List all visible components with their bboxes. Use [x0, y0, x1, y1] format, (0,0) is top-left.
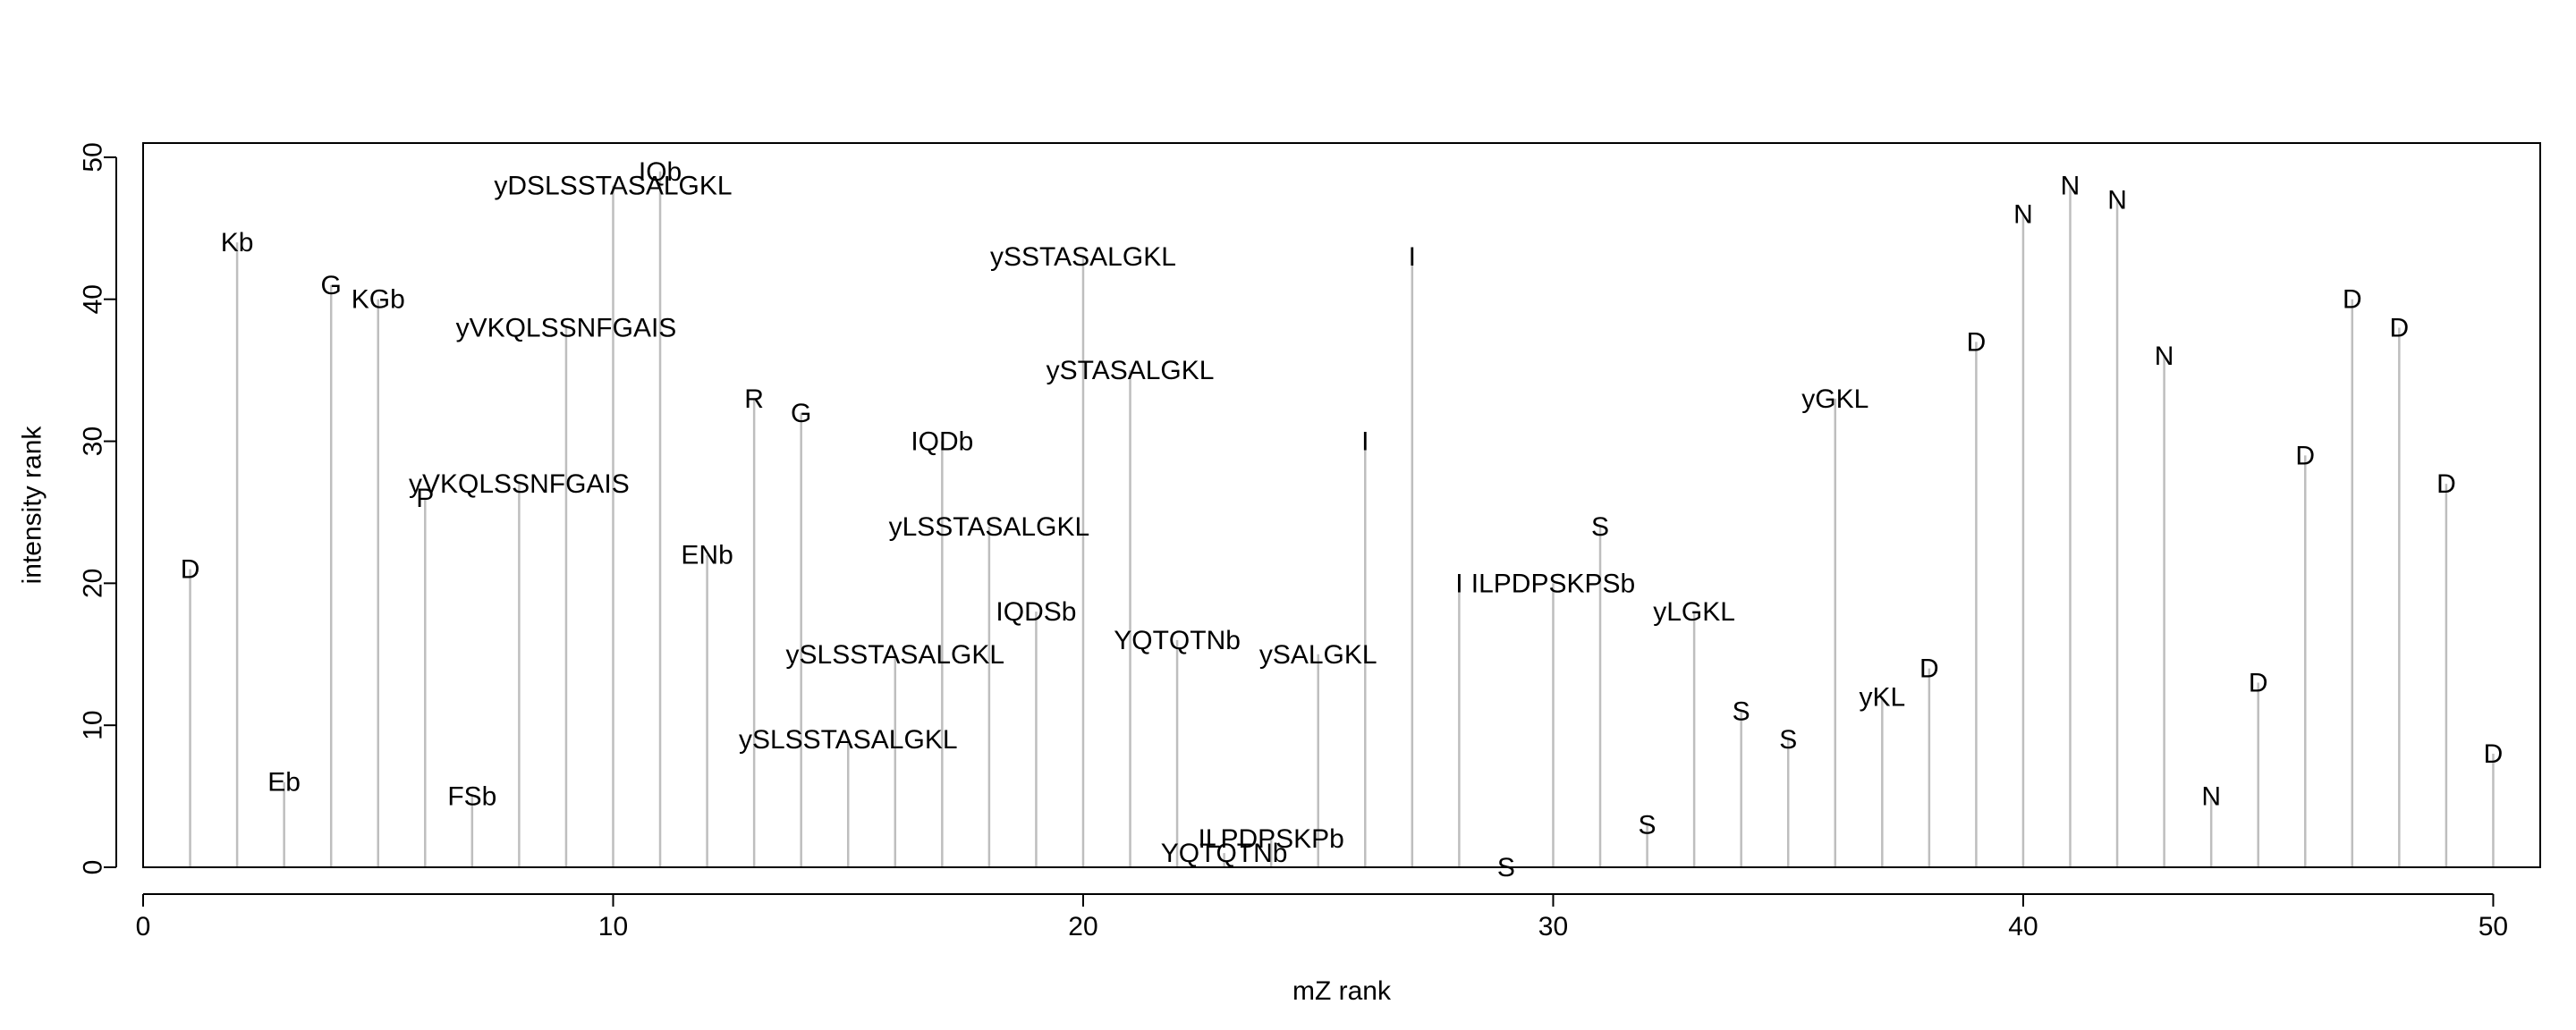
- plot-frame: [142, 142, 2541, 868]
- peak-label: ySTASALGKL: [1046, 356, 1215, 385]
- peak-label: S: [1733, 697, 1750, 726]
- peak-label: D: [2249, 669, 2268, 698]
- peak-label: ySLSSTASALGKL: [739, 725, 958, 755]
- peak-label: YQTQTNb: [1114, 626, 1241, 655]
- peak-label: yLSSTASALGKL: [889, 512, 1090, 542]
- x-tick-label: 10: [598, 912, 628, 941]
- peak-label: ySLSSTASALGKL: [786, 640, 1005, 670]
- stem-series: [189, 171, 2495, 867]
- peak-label: N: [2107, 186, 2127, 215]
- peak-label: ySALGKL: [1259, 640, 1377, 670]
- peak-label: yDSLSSTASALGKL: [494, 172, 732, 201]
- peak-label: G: [321, 271, 342, 300]
- peak-label: D: [1919, 654, 1939, 684]
- y-tick-label: 40: [79, 284, 108, 314]
- peak-label: I: [1455, 569, 1462, 598]
- y-axis: 0 10 20 30 40 50: [79, 142, 117, 874]
- peak-label: R: [744, 384, 764, 414]
- peak-label: G: [791, 399, 811, 428]
- x-tick-label: 40: [2008, 912, 2038, 941]
- peak-label: D: [181, 554, 200, 584]
- peak-label: ILPDPSKPb: [1198, 824, 1343, 854]
- peak-label: N: [2013, 199, 2033, 229]
- peak-label: yKL: [1859, 682, 1905, 712]
- peak-label: ENb: [681, 541, 733, 570]
- peak-label: I: [1409, 242, 1416, 272]
- y-axis-title: intensity rank: [18, 426, 47, 585]
- y-tick-label: 0: [79, 860, 108, 875]
- peak-label: S: [1591, 512, 1609, 542]
- peak-label: KGb: [352, 285, 405, 315]
- peak-label: IQb: [639, 157, 682, 187]
- peak-label: IQDb: [911, 427, 973, 457]
- peak-label: N: [2061, 172, 2080, 201]
- peak-label: yLGKL: [1653, 597, 1735, 627]
- peak-label: ILPDPSKPSb: [1471, 569, 1635, 598]
- peak-label: S: [1639, 810, 1657, 840]
- peak-label: P: [416, 484, 434, 513]
- peak-label: IQDSb: [996, 597, 1076, 627]
- peak-label: D: [2295, 441, 2315, 470]
- x-tick-label: 20: [1068, 912, 1097, 941]
- peak-label: yVKQLSSNFGAIS: [456, 313, 677, 342]
- peak-label: D: [2436, 469, 2456, 499]
- peak-label: Kb: [221, 228, 254, 258]
- x-axis-title: mZ rank: [1292, 976, 1392, 1006]
- peak-label: yGKL: [1801, 384, 1868, 414]
- peak-label: Eb: [267, 768, 301, 798]
- peak-label: YQTQTNb: [1161, 839, 1288, 868]
- peak-label: D: [2343, 285, 2362, 315]
- peak-label: I: [1361, 427, 1368, 457]
- peak-label: ySSTASALGKL: [990, 242, 1176, 272]
- x-tick-label: 50: [2479, 912, 2508, 941]
- peak-label: N: [2201, 782, 2221, 812]
- peak-label: N: [2155, 342, 2174, 371]
- peak-label: FSb: [447, 782, 496, 812]
- peak-label: D: [2390, 313, 2410, 342]
- peak-label: yVKQLSSNFGAIS: [409, 469, 630, 499]
- peak-label: S: [1779, 725, 1797, 755]
- y-tick-label: 30: [79, 426, 108, 456]
- y-tick-label: 10: [79, 710, 108, 739]
- peak-label: D: [1967, 327, 1987, 357]
- y-tick-label: 50: [79, 142, 108, 172]
- x-axis: 0 10 20 30 40 50: [136, 893, 2508, 941]
- peak-label-series: D Kb Eb G KGb P FSb yVKQLSSNFGAIS yVKQLSSNFGAIS y…: [181, 157, 2504, 882]
- peak-label: D: [2484, 739, 2504, 769]
- x-tick-label: 0: [136, 912, 151, 941]
- x-tick-label: 30: [1538, 912, 1568, 941]
- y-tick-label: 20: [79, 569, 108, 598]
